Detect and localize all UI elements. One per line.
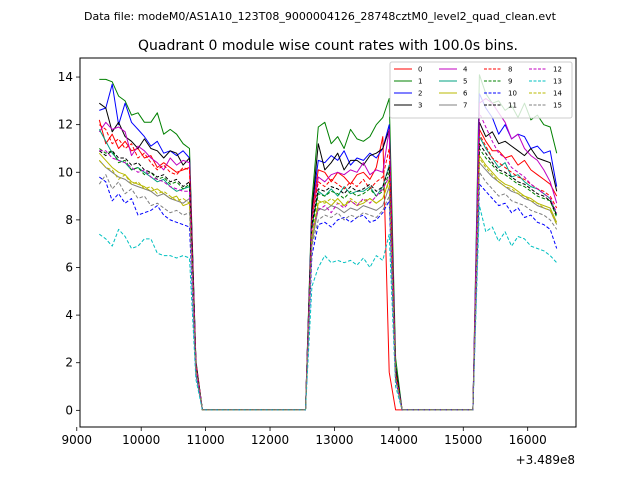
y-tick-label: 4 xyxy=(65,308,73,322)
series-line-3 xyxy=(99,102,558,411)
legend-label: 11 xyxy=(508,102,517,110)
x-tick-label: 11000 xyxy=(187,433,225,447)
legend-label: 0 xyxy=(418,66,422,74)
series-line-0 xyxy=(98,119,558,411)
x-tick-label: 13000 xyxy=(315,433,353,447)
x-tick-label: 16000 xyxy=(509,433,547,447)
legend-label: 3 xyxy=(418,102,422,110)
series-line-14 xyxy=(98,157,558,411)
legend-label: 7 xyxy=(463,102,467,110)
legend-label: 4 xyxy=(463,66,468,74)
x-tick-label: 9000 xyxy=(62,433,93,447)
x-tick-label: 10000 xyxy=(122,433,160,447)
legend-label: 1 xyxy=(418,78,422,86)
figure-suptitle: Data file: modeM0/AS1A10_123T08_90000041… xyxy=(84,10,557,23)
plot-frame xyxy=(79,57,577,428)
legend-label: 10 xyxy=(508,90,517,98)
y-tick-label: 0 xyxy=(65,403,73,417)
legend-label: 12 xyxy=(553,66,562,74)
series-line-11 xyxy=(99,143,558,411)
x-axis: 9000 10000 11000 12000 13000 14000 15000 16000 xyxy=(62,427,547,447)
series-line-9 xyxy=(99,148,558,411)
series-line-13 xyxy=(99,205,558,411)
x-axis-offset-label: +3.489e8 xyxy=(516,453,575,467)
legend-label: 15 xyxy=(553,102,562,110)
legend-label: 9 xyxy=(508,78,512,86)
x-tick-label: 15000 xyxy=(444,433,482,447)
y-tick-label: 2 xyxy=(65,356,73,370)
series-line-5 xyxy=(98,129,558,411)
legend-label: 2 xyxy=(418,90,422,98)
series-line-10 xyxy=(99,176,558,411)
legend-label: 5 xyxy=(463,78,467,86)
series-line-6 xyxy=(98,152,558,411)
y-tick-label: 14 xyxy=(58,70,73,84)
series-line-15 xyxy=(98,171,558,411)
y-tick-label: 12 xyxy=(58,118,73,132)
y-tick-label: 10 xyxy=(58,165,73,179)
series-layer xyxy=(98,74,558,411)
legend-label: 8 xyxy=(508,66,512,74)
y-tick-label: 8 xyxy=(65,213,73,227)
legend-frame xyxy=(389,61,573,119)
chart-title: Quadrant 0 module wise count rates with … xyxy=(138,38,518,54)
legend-label: 14 xyxy=(553,90,562,98)
series-line-8 xyxy=(99,124,558,411)
x-tick-label: 12000 xyxy=(251,433,289,447)
y-tick-label: 6 xyxy=(65,260,73,274)
y-axis: 0 2 4 6 8 10 12 14 xyxy=(58,70,80,417)
legend-label: 6 xyxy=(463,90,468,98)
legend-label: 13 xyxy=(553,78,562,86)
x-tick-label: 14000 xyxy=(380,433,418,447)
